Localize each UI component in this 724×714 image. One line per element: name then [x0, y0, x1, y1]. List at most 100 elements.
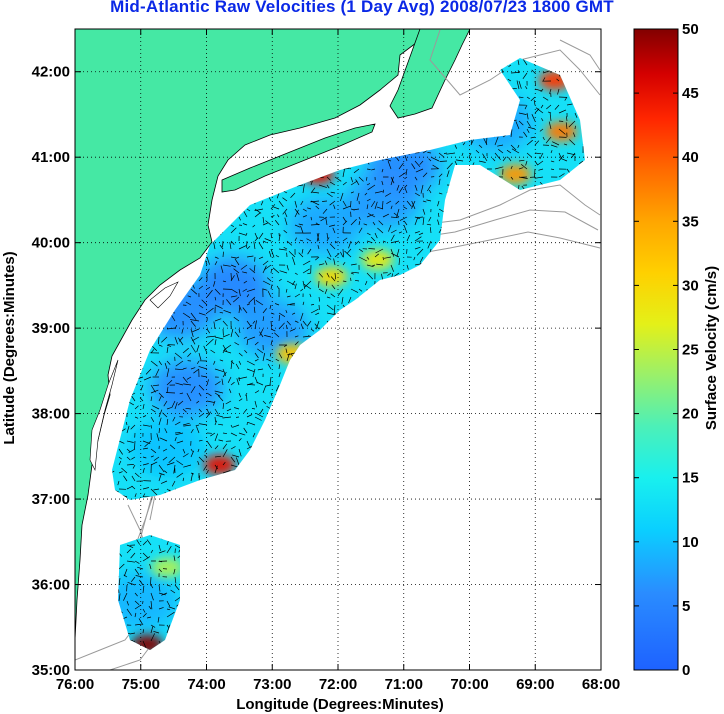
velocity-vector: [166, 419, 169, 426]
velocity-vector: [526, 128, 530, 133]
velocity-vector: [414, 176, 418, 181]
velocity-vector: [277, 214, 280, 218]
velocity-vector: [497, 144, 504, 147]
velocity-vector: [411, 163, 416, 170]
velocity-vector: [150, 408, 156, 413]
velocity-vector: [222, 416, 232, 419]
velocity-vector: [118, 448, 123, 455]
velocity-vector: [235, 363, 240, 370]
velocity-vector: [230, 275, 235, 282]
velocity-vector: [131, 395, 136, 402]
velocity-vector: [354, 240, 360, 245]
velocity-vector: [265, 384, 272, 387]
velocity-vector: [566, 116, 568, 122]
velocity-vector: [364, 280, 368, 286]
velocity-vector: [265, 220, 272, 226]
velocity-vector: [123, 568, 128, 577]
velocity-vector: [242, 223, 248, 226]
velocity-vector: [170, 589, 176, 594]
velocity-vector: [173, 464, 176, 474]
velocity-vector: [302, 301, 305, 306]
velocity-vector: [483, 137, 488, 146]
velocity-vector: [518, 96, 524, 99]
velocity-vector: [438, 152, 445, 158]
velocity-vector: [260, 200, 264, 206]
velocity-vector: [169, 444, 176, 450]
velocity-vector: [198, 456, 205, 463]
velocity-vector: [306, 238, 312, 242]
velocity-vector: [233, 407, 240, 410]
velocity-vector: [117, 480, 120, 486]
velocity-vector: [126, 548, 132, 554]
velocity-vector: [517, 69, 520, 74]
velocity-vector: [278, 234, 281, 242]
velocity-vector: [174, 432, 181, 434]
velocity-vector: [210, 349, 216, 354]
velocity-vector: [152, 405, 160, 410]
land-mainland: [75, 29, 421, 641]
velocity-vector: [156, 433, 160, 442]
velocity-vector: [262, 216, 265, 224]
velocity-vector: [462, 142, 466, 146]
velocity-vector: [187, 295, 192, 298]
velocity-vector: [258, 232, 264, 240]
velocity-vector: [166, 407, 172, 410]
velocity-vector: [158, 473, 162, 482]
velocity-vector: [302, 260, 311, 266]
velocity-vector: [350, 176, 354, 183]
velocity-vector: [326, 248, 332, 258]
velocity-vector: [550, 144, 558, 148]
velocity-vector: [174, 576, 177, 584]
velocity-vector: [302, 184, 305, 194]
velocity-vector: [446, 152, 456, 155]
velocity-vector: [230, 360, 233, 370]
velocity-vector: [346, 248, 352, 254]
velocity-vector: [150, 396, 153, 402]
velocity-vector: [541, 118, 544, 122]
velocity-vector: [166, 379, 173, 386]
velocity-vector: [282, 208, 288, 215]
velocity-vector: [131, 456, 136, 460]
velocity-vector: [368, 248, 376, 250]
velocity-vector: [558, 109, 567, 114]
velocity-vector: [219, 311, 224, 314]
velocity-vector: [206, 286, 211, 290]
velocity-vector: [182, 453, 189, 458]
velocity-vector: [507, 78, 512, 82]
velocity-vector: [222, 333, 230, 338]
velocity-vector: [164, 362, 168, 370]
velocity-vector: [230, 456, 236, 463]
velocity-vector: [286, 240, 293, 246]
velocity-vector: [213, 360, 216, 365]
velocity-vector: [246, 303, 251, 306]
velocity-vector: [196, 400, 200, 404]
velocity-vector: [322, 200, 328, 202]
velocity-vector: [230, 272, 232, 281]
velocity-vector: [530, 136, 536, 139]
velocity-vector: [382, 240, 387, 243]
velocity-vector: [190, 416, 194, 421]
velocity-vector: [437, 219, 440, 226]
velocity-vector: [249, 268, 256, 274]
velocity-vector: [175, 432, 184, 436]
velocity-vector: [205, 260, 208, 266]
velocity-vector: [190, 429, 194, 434]
velocity-vector: [364, 192, 368, 196]
velocity-vector: [118, 456, 122, 460]
velocity-vector: [404, 184, 408, 188]
velocity-vector: [238, 360, 242, 365]
velocity-vector: [264, 335, 272, 338]
velocity-vector: [417, 216, 424, 218]
velocity-vector: [542, 136, 545, 141]
velocity-vector: [406, 200, 412, 207]
velocity-vector: [206, 440, 212, 448]
velocity-vector: [214, 392, 221, 397]
velocity-vector: [469, 157, 472, 162]
velocity-vector: [157, 616, 160, 623]
velocity-vector: [526, 112, 529, 120]
velocity-vector: [166, 546, 172, 554]
velocity-vector: [222, 251, 224, 258]
velocity-vector: [533, 168, 536, 178]
velocity-vector: [181, 328, 184, 334]
velocity-vector: [131, 475, 136, 482]
